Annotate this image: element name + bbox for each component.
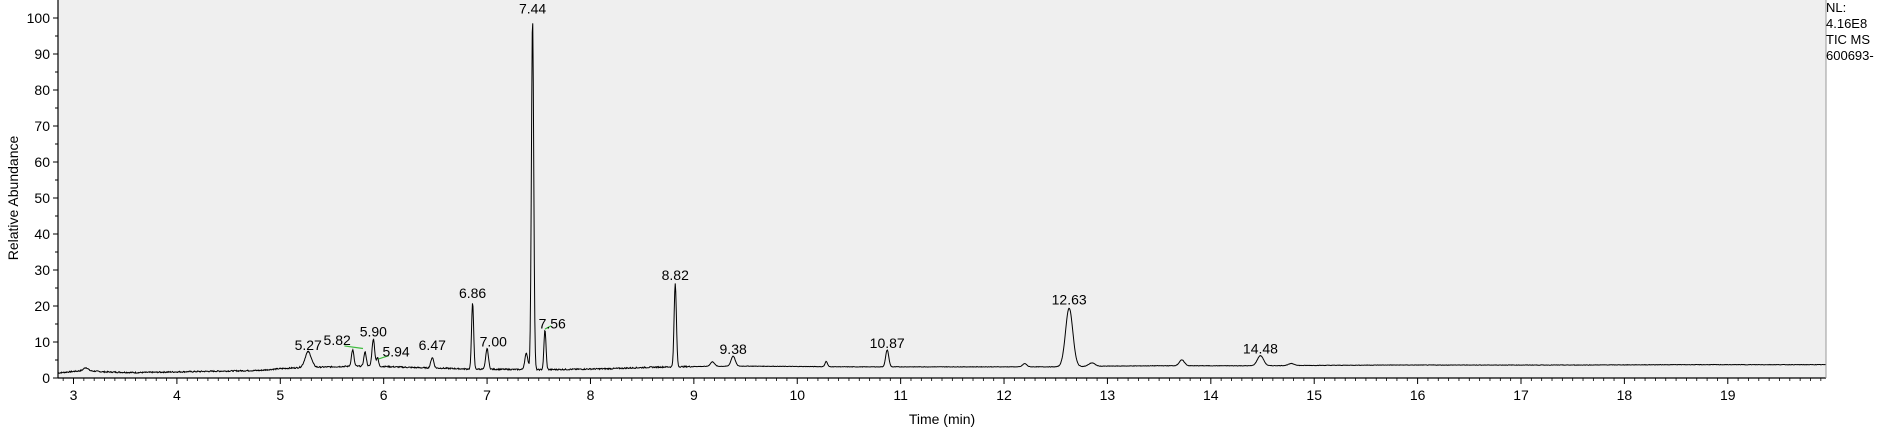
x-tick-label: 17 — [1513, 387, 1529, 403]
plot-area — [58, 0, 1826, 378]
peak-label: 8.82 — [662, 267, 689, 283]
y-tick-label: 50 — [34, 190, 50, 206]
y-tick-label: 40 — [34, 226, 50, 242]
x-tick-label: 9 — [690, 387, 698, 403]
peak-label: 6.86 — [459, 285, 486, 301]
x-tick-label: 12 — [996, 387, 1012, 403]
x-tick-label: 11 — [893, 387, 908, 403]
y-axis-title: Relative Abundance — [5, 136, 21, 261]
y-tick-label: 60 — [34, 154, 50, 170]
tic-trace — [57, 23, 1827, 375]
x-tick-label: 18 — [1617, 387, 1633, 403]
peak-label: 9.38 — [720, 341, 747, 357]
y-tick-label: 30 — [34, 262, 50, 278]
x-tick-label: 13 — [1100, 387, 1116, 403]
y-tick-label: 20 — [34, 298, 50, 314]
x-tick-label: 8 — [587, 387, 595, 403]
nl-value: 4.16E8 — [1826, 16, 1868, 31]
x-tick-label: 7 — [483, 387, 491, 403]
peak-labels: 5.27 5.82 5.90 5.94 6.47 6.86 7.00 7.44 7.56 8.82… — [295, 1, 1279, 360]
x-tick-label: 16 — [1410, 387, 1426, 403]
y-tick-label: 100 — [27, 10, 51, 26]
x-tick-label: 3 — [70, 387, 78, 403]
peak-label: 14.48 — [1243, 341, 1278, 357]
y-tick-label: 10 — [34, 334, 50, 350]
nl-label: NL: — [1826, 0, 1847, 15]
info-panel: NL: 4.16E8 TIC MS 600693- — [1826, 0, 1874, 64]
peak-label: 5.82 — [324, 332, 351, 348]
peak-label-leaders — [344, 325, 552, 360]
y-tick-label: 80 — [34, 82, 50, 98]
x-tick-label: 19 — [1720, 387, 1736, 403]
scan-filter: TIC MS — [1826, 32, 1871, 47]
x-axis-title: Time (min) — [909, 411, 975, 427]
x-tick-label: 14 — [1203, 387, 1219, 403]
x-tick-label: 4 — [173, 387, 181, 403]
x-tick-label: 15 — [1306, 387, 1322, 403]
x-tick-label: 5 — [276, 387, 284, 403]
x-tick-label: 6 — [380, 387, 388, 403]
peak-label: 12.63 — [1052, 292, 1087, 308]
file-name: 600693- — [1826, 48, 1874, 63]
y-tick-label: 0 — [42, 370, 50, 386]
y-tick-label: 70 — [34, 118, 50, 134]
peak-label: 5.27 — [295, 337, 322, 353]
peak-label: 7.56 — [539, 315, 566, 331]
peak-label: 6.47 — [419, 337, 446, 353]
peak-label: 5.94 — [382, 343, 409, 359]
peak-label: 7.44 — [519, 1, 546, 17]
peak-leader-line — [544, 325, 552, 330]
peak-label: 5.90 — [360, 324, 387, 340]
y-tick-label: 90 — [34, 46, 50, 62]
peak-label: 7.00 — [480, 333, 507, 349]
peak-label: 10.87 — [870, 335, 905, 351]
peak-leader-line — [378, 355, 390, 360]
peak-leader-line — [344, 345, 364, 350]
axis-ticks: 0 10 20 30 40 50 60 70 80 90 100 3 4 5 6 7 8 9 10 11 12 13 14 1… — [27, 10, 1822, 403]
x-tick-label: 10 — [789, 387, 805, 403]
